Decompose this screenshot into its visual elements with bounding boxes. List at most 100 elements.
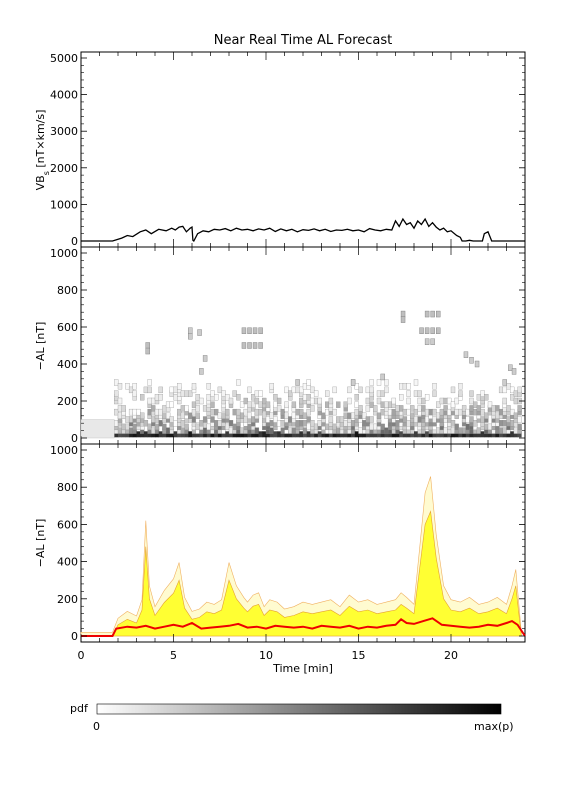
heatmap-cell — [502, 420, 507, 427]
heatmap-cell — [177, 383, 182, 390]
heatmap-cell — [332, 386, 337, 394]
al-forecast-panel: 0 200 400 600 800 1000 0 5 10 15 20 −AL [nT] Time… — [34, 443, 526, 675]
heatmap-cell — [332, 431, 337, 438]
heatmap-cell — [206, 383, 211, 390]
ytick-label: 3000 — [50, 125, 78, 138]
heatmap-cell — [188, 412, 193, 419]
heatmap-cell — [241, 342, 247, 349]
heatmap-cell — [350, 379, 356, 386]
heatmap-cell — [210, 416, 215, 423]
heatmap-cell — [476, 394, 482, 401]
heatmap-cell — [491, 405, 496, 412]
heatmap-cell — [132, 423, 137, 431]
heatmap-cell — [177, 431, 182, 438]
heatmap-cell — [154, 408, 160, 416]
heatmap-cell — [436, 412, 441, 419]
heatmap-cell — [206, 423, 211, 431]
heatmap-cell — [450, 401, 456, 408]
heatmap-cell — [262, 412, 267, 419]
heatmap-cell — [517, 416, 522, 423]
heatmap-cell — [365, 397, 371, 405]
heatmap-cell — [151, 431, 156, 438]
heatmap-cell — [487, 423, 493, 431]
heatmap-cell — [243, 416, 248, 423]
heatmap-cell — [162, 405, 167, 412]
heatmap-cell — [399, 383, 404, 390]
heatmap-cell — [132, 390, 137, 397]
vbs-ytick-labels: 0 1000 2000 3000 4000 5000 — [50, 52, 78, 248]
heatmap-cell — [195, 431, 200, 438]
heatmap-cell — [458, 383, 463, 390]
heatmap-cell — [302, 383, 308, 390]
heatmap-cell — [241, 327, 247, 334]
heatmap-cell — [365, 405, 371, 412]
heatmap-cell — [247, 342, 252, 349]
heatmap-cell — [417, 397, 422, 405]
heatmap-cell — [399, 405, 404, 412]
ytick-label: 1000 — [50, 444, 78, 457]
heatmap-cell — [476, 431, 481, 438]
heatmap-cell — [406, 408, 411, 416]
heatmap-cell — [343, 412, 348, 419]
heatmap-cell — [469, 357, 474, 364]
heatmap-cell — [310, 386, 315, 394]
heatmap-cell — [354, 394, 359, 401]
heatmap-cell — [288, 427, 293, 434]
heatmap-cell — [291, 412, 297, 419]
heatmap-cell — [295, 431, 300, 438]
heatmap-cell — [380, 401, 385, 408]
heatmap-cell — [376, 397, 382, 405]
heatmap-cell — [513, 431, 518, 438]
heatmap-cell — [165, 427, 171, 434]
heatmap-cell — [214, 431, 219, 438]
heatmap-cell — [510, 386, 515, 394]
heatmap-cell — [202, 405, 208, 412]
heatmap-cell — [306, 408, 311, 416]
heatmap-cell — [310, 397, 315, 405]
heatmap-cell — [347, 431, 352, 438]
heatmap-cell — [424, 327, 430, 334]
heatmap-cell — [191, 401, 197, 408]
heatmap-cell — [469, 431, 474, 438]
heatmap-cell — [302, 394, 308, 401]
heatmap-cell — [162, 431, 167, 438]
heatmap-cell — [214, 408, 219, 416]
heatmap-cell — [447, 408, 452, 416]
heatmap-cell — [406, 420, 411, 427]
heatmap-cell — [443, 431, 448, 438]
heatmap-cell — [480, 416, 485, 423]
heatmap-cell — [469, 390, 474, 397]
heatmap-cell — [458, 427, 463, 434]
heatmap-cell — [252, 342, 258, 349]
heatmap-cell — [458, 431, 463, 438]
heatmap-cell — [132, 408, 137, 416]
heatmap-cell — [447, 431, 452, 438]
al-forecast-ytick-labels: 0 200 400 600 800 1000 — [50, 444, 78, 643]
heatmap-cell — [391, 431, 396, 438]
heatmap-cell — [424, 310, 430, 318]
heatmap-cell — [406, 397, 411, 405]
heatmap-cell — [173, 394, 178, 401]
heatmap-cell — [495, 431, 500, 438]
heatmap-cell — [498, 420, 504, 427]
heatmap-cell — [232, 423, 237, 431]
al-forecast-xtick-labels: 0 5 10 15 20 — [78, 649, 459, 662]
heatmap-cell — [380, 390, 385, 397]
heatmap-cell — [454, 408, 459, 416]
heatmap-cell — [202, 355, 208, 362]
heatmap-cell — [288, 431, 293, 438]
heatmap-cell — [143, 386, 149, 394]
heatmap-cell — [117, 383, 123, 390]
heatmap-cell — [306, 379, 311, 386]
heatmap-cell — [328, 416, 334, 423]
al-forecast-red-line — [81, 617, 526, 637]
heatmap-cell — [258, 390, 263, 397]
heatmap-cell — [498, 408, 504, 416]
heatmap-cell — [432, 408, 437, 416]
heatmap-cell — [428, 431, 433, 438]
heatmap-cell — [151, 397, 156, 405]
ytick-label: 400 — [57, 358, 78, 371]
vbs-plot-frame — [80, 51, 526, 248]
heatmap-cell — [376, 412, 382, 419]
heatmap-cell — [228, 427, 234, 434]
